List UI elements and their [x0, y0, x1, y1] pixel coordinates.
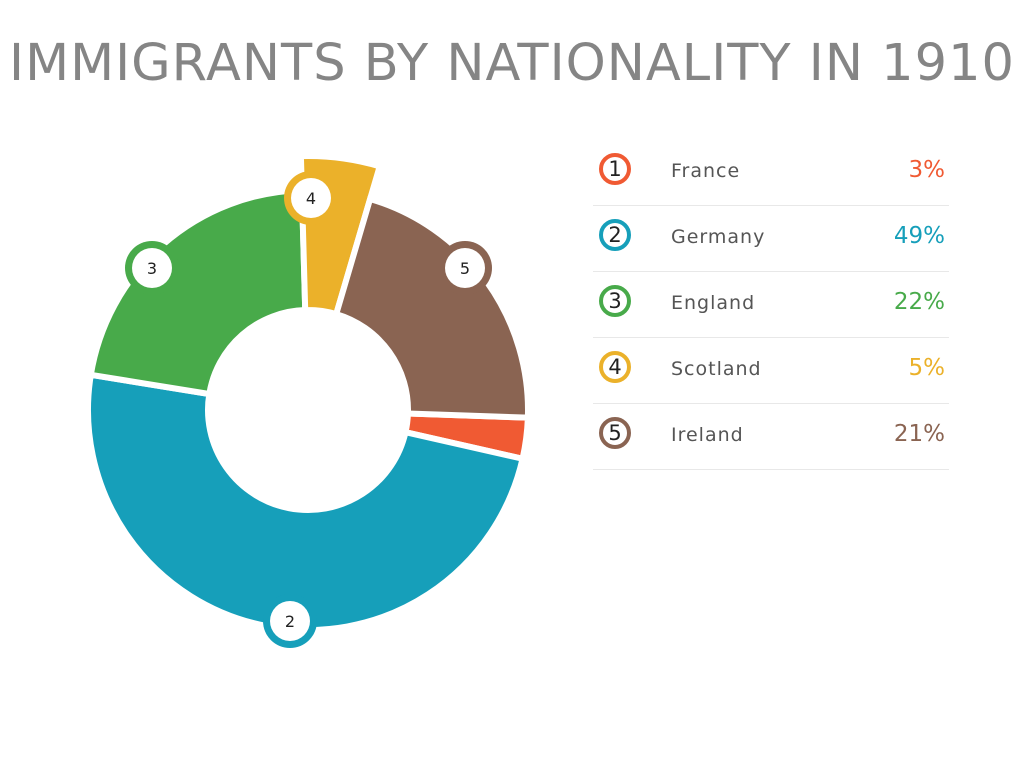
legend-value: 5% [908, 355, 946, 381]
legend-number-badge: 3 [599, 285, 631, 317]
legend-value: 49% [893, 223, 945, 249]
legend-label: Germany [671, 226, 766, 248]
legend: 1 France 3% 2 Germany 49% 3 England 22% … [593, 140, 949, 470]
slice-marker-scotland: 4 [284, 171, 338, 225]
slice-marker-germany: 2 [263, 594, 317, 648]
marker-number: 3 [147, 259, 157, 278]
legend-value: 3% [908, 157, 946, 183]
legend-row-scotland: 4 Scotland 5% [593, 338, 949, 404]
legend-number-badge: 1 [599, 153, 631, 185]
marker-center [291, 178, 331, 218]
legend-row-england: 3 England 22% [593, 272, 949, 338]
donut-slice-ireland [332, 195, 531, 421]
chart-title: IMMIGRANTS BY NATIONALITY IN 1910 [9, 34, 1015, 93]
marker-number: 5 [460, 259, 470, 278]
marker-center [132, 248, 172, 288]
marker-center [270, 601, 310, 641]
legend-number-badge: 5 [599, 417, 631, 449]
legend-number-badge: 4 [599, 351, 631, 383]
legend-value: 22% [893, 289, 945, 315]
legend-number-badge: 2 [599, 219, 631, 251]
legend-label: Scotland [671, 358, 762, 380]
slice-marker-england: 3 [125, 241, 179, 295]
marker-number: 4 [306, 189, 316, 208]
legend-row-france: 1 France 3% [593, 140, 949, 206]
legend-label: France [671, 160, 741, 182]
donut-slice-england [87, 187, 309, 398]
donut-slice-germany [85, 371, 527, 634]
legend-row-ireland: 5 Ireland 21% [593, 404, 949, 470]
legend-label: England [671, 292, 756, 314]
legend-value: 21% [893, 421, 945, 447]
slice-marker-ireland: 5 [438, 241, 492, 295]
marker-center [445, 248, 485, 288]
marker-number: 2 [285, 612, 295, 631]
legend-row-germany: 2 Germany 49% [593, 206, 949, 272]
legend-label: Ireland [671, 424, 744, 446]
